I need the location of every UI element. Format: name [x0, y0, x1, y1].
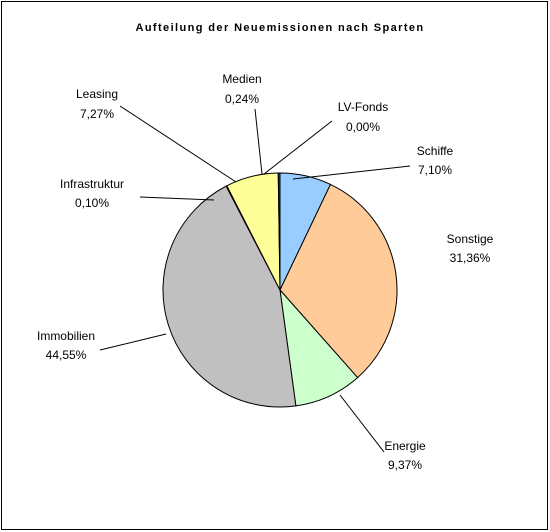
slice-label: LV-Fonds [338, 100, 388, 114]
slice-value-label: 7,10% [418, 163, 452, 177]
slice-label: Energie [384, 439, 426, 453]
slice-value-label: 44,55% [46, 348, 87, 362]
slice-value-label: 9,37% [388, 458, 422, 472]
pie-slice [279, 183, 398, 379]
slice-label: Leasing [76, 87, 118, 101]
slice-value-label: 7,27% [80, 107, 114, 121]
slice-label: Immobilien [37, 329, 95, 343]
slice-value-label: 0,10% [75, 196, 109, 210]
leader-line [263, 120, 333, 175]
slice-value-label: 0,00% [346, 120, 380, 134]
slice-label: Medien [222, 72, 261, 86]
slice-label: Infrastruktur [60, 177, 124, 191]
leader-line [292, 165, 411, 180]
slice-label: Schiffe [417, 144, 454, 158]
slice-value-label: 31,36% [450, 251, 491, 265]
slice-value-label: 0,24% [225, 92, 259, 106]
leader-line [254, 108, 263, 175]
leader-line [139, 196, 215, 201]
leader-line [339, 394, 385, 453]
chart-title: Aufteilung der Neuemissionen nach Sparte… [135, 22, 424, 34]
pie-slice [162, 185, 297, 408]
leader-line [119, 105, 237, 183]
slice-label: Sonstige [447, 232, 494, 246]
leader-line [99, 333, 167, 351]
